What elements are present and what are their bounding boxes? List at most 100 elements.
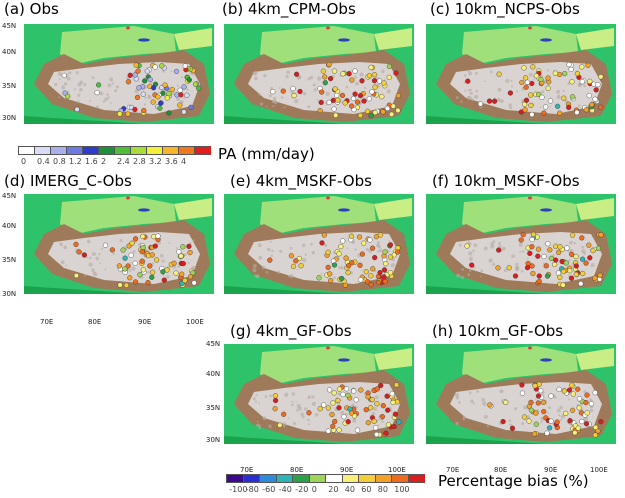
terrain-texture [131,266,136,271]
station-dot [527,92,534,98]
station-dot [372,84,378,90]
colorbar-cell [114,146,131,155]
terrain-texture [462,418,466,421]
terrain-texture [258,255,263,260]
terrain-texture [502,247,506,251]
station-dot [65,93,71,99]
terrain-texture [256,274,260,279]
terrain-texture [175,247,178,250]
lon-label: 80E [494,466,508,474]
colorbar-tick-label: 1.6 [85,157,98,166]
terrain-texture [289,274,294,279]
station-dot [569,251,575,258]
station-dot [327,277,334,284]
station-dot [586,92,592,99]
station-dot [521,414,528,420]
terrain-texture [165,275,170,279]
terrain-texture [304,407,308,411]
terrain-texture [264,395,268,398]
terrain-texture [320,272,323,275]
terrain-texture [349,392,353,395]
station-dot [395,107,401,114]
station-dot [177,87,183,93]
station-dot [293,258,299,264]
tarim-basin [260,196,376,234]
terrain-texture [177,265,180,269]
terrain-texture [569,249,574,253]
lon-label: 70E [240,466,254,474]
terrain-texture [360,269,363,272]
station-dot [507,90,514,96]
station-dot [290,263,297,270]
station-dot [495,265,501,271]
station-dot [154,257,160,263]
map-panel-g [224,344,414,444]
lat-label: 30N [206,436,221,444]
terrain-texture [513,407,518,411]
terrain-texture [181,76,184,79]
lon-label: 70E [40,318,54,326]
terrain-texture [134,70,136,73]
bias-colorbar: -100 -80 -60 -40 -20 0 20 40 60 80 100 [226,474,425,498]
terrain-texture [88,262,93,267]
lake-marker [326,26,330,30]
terrain-texture [109,77,114,82]
station-dot [548,255,555,262]
lat-label: 35N [2,256,17,264]
station-dot [547,247,553,253]
lake-marker [126,196,130,200]
map-panel-h [426,344,616,444]
station-dot [322,80,328,86]
station-dot [120,247,126,253]
terrain-texture [263,74,267,78]
station-dot [348,233,355,239]
terrain-texture [562,89,565,93]
station-dot [371,78,378,84]
terrain-texture [308,423,311,426]
station-dot [326,61,332,68]
station-dot [386,74,392,81]
terrain-texture [300,412,304,416]
station-dot [336,405,342,411]
colorbar-tick-label: 40 [344,485,355,494]
lowland [224,116,344,124]
station-dot [73,241,79,248]
terrain-texture [252,397,256,401]
terrain-texture [283,426,285,428]
terrain-texture [469,91,473,95]
station-dot [519,382,525,388]
colorbar-cell [325,474,343,483]
station-dot [339,92,346,99]
terrain-texture [581,249,586,254]
pa-colorbar: 0 0.4 0.8 1.2 1.6 2 2.4 2.8 3.2 3.6 4 [18,146,211,170]
station-dot [338,243,344,250]
tarim-basin [260,346,376,384]
station-dot [520,232,526,238]
station-dot [181,84,187,90]
colorbar-cell [194,146,211,155]
terrain-texture [492,262,496,267]
station-dot [570,232,576,238]
station-dot [363,269,369,275]
colorbar-cell [66,146,83,155]
colorbar-cell [358,474,376,483]
colorbar-tick-label: 3.2 [149,157,162,166]
lon-label: 80E [290,466,304,474]
station-dot [592,390,598,396]
station-dot [132,72,138,78]
terrain-map [426,346,614,444]
station-dot [575,425,581,431]
terrain-texture [581,245,585,249]
station-dot [536,278,542,285]
station-dot [379,93,385,100]
terrain-texture [75,71,79,75]
station-dot [538,388,544,394]
terrain-texture [373,406,378,411]
station-dot [345,419,351,425]
station-dot [316,275,322,281]
terrain-texture [480,269,484,273]
terrain-texture [296,403,301,408]
terrain-texture [128,268,132,272]
terrain-texture [464,89,467,92]
terrain-map [426,196,614,294]
